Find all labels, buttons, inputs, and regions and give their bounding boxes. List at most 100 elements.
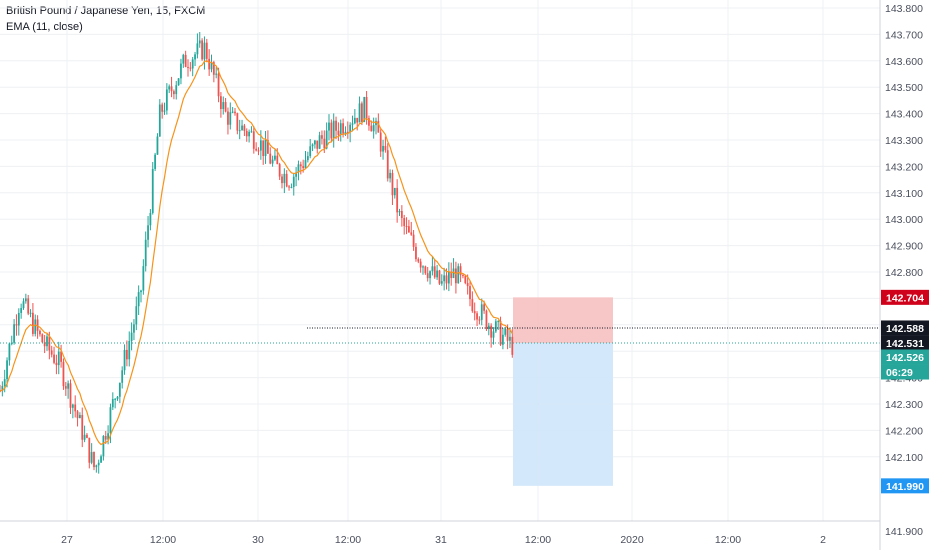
candle-body: [154, 154, 156, 169]
y-tick-label: 143.200: [885, 161, 923, 173]
candle-body: [90, 452, 93, 463]
candle-body: [17, 312, 20, 326]
candle-body: [194, 54, 196, 60]
candle-body: [412, 234, 415, 247]
target-price-badge-label: 141.990: [886, 481, 924, 493]
candle-body: [236, 113, 239, 131]
candle-body: [184, 54, 187, 67]
candle-body: [24, 298, 27, 302]
candle-body: [255, 148, 258, 151]
x-tick-label: 12:00: [525, 534, 551, 546]
candle-body: [50, 350, 53, 355]
candle-body: [321, 135, 323, 139]
candle-body: [41, 334, 44, 343]
candle-body: [43, 342, 46, 347]
candle-body: [379, 132, 382, 152]
candle-body: [346, 131, 349, 133]
candle-body: [429, 271, 431, 279]
candle-body: [111, 399, 114, 408]
candle-body: [299, 164, 302, 167]
candle-body: [107, 433, 109, 440]
candle-body: [459, 266, 462, 276]
candle-body: [257, 150, 260, 152]
candle-body: [285, 173, 288, 187]
candle-body: [180, 63, 182, 79]
candle-body: [86, 434, 88, 438]
candle-body: [445, 275, 448, 284]
candle-body: [222, 102, 225, 110]
candle-body: [466, 283, 469, 287]
candle-body: [304, 160, 307, 169]
level-price-badge: [881, 320, 929, 336]
x-tick-label: 27: [61, 534, 73, 546]
candle-body: [212, 62, 215, 75]
candle-body: [457, 266, 460, 284]
candle-body: [71, 404, 74, 408]
ema-line: [0, 60, 513, 446]
candle-body: [262, 140, 265, 156]
candle-body: [422, 266, 424, 268]
candle-body: [393, 187, 396, 196]
candle-body: [302, 166, 305, 169]
candle-body: [69, 383, 72, 408]
candle-body: [471, 299, 474, 312]
candle-body: [424, 266, 427, 274]
candle-body: [123, 349, 126, 371]
candle-body: [205, 42, 208, 59]
candle-body: [227, 111, 229, 125]
candle-body: [224, 102, 227, 112]
indicator-legend[interactable]: EMA (11, close): [6, 21, 83, 33]
candle-body: [295, 172, 297, 177]
candle-body: [487, 325, 490, 330]
candle-body: [382, 145, 384, 152]
candle-body: [356, 117, 359, 123]
candle-body: [450, 271, 453, 279]
candle-body: [316, 140, 319, 149]
candle-body: [6, 360, 8, 380]
candle-body: [483, 304, 485, 311]
stop-price-badge: [881, 289, 929, 305]
candle-body: [440, 281, 443, 284]
candle-body: [175, 85, 178, 95]
candle-body: [140, 290, 142, 293]
candle-body: [447, 271, 450, 284]
candle-body: [20, 308, 23, 313]
candle-body: [281, 176, 283, 184]
candle-body: [177, 78, 180, 86]
candle-body: [271, 159, 274, 164]
candle-body: [370, 125, 373, 132]
y-tick-label: 143.100: [885, 188, 923, 200]
y-tick-label: 143.600: [885, 56, 923, 68]
candle-body: [135, 306, 138, 325]
candle-body: [314, 140, 316, 145]
x-tick-label: 12:00: [335, 534, 361, 546]
y-tick-label: 142.300: [885, 399, 923, 411]
candle-body: [158, 104, 161, 137]
candle-body: [3, 379, 6, 387]
candle-body: [511, 336, 514, 355]
candle-body: [509, 336, 511, 341]
take-profit-zone[interactable]: [513, 343, 613, 486]
y-tick-label: 143.500: [885, 82, 923, 94]
y-tick-label: 143.800: [885, 3, 923, 15]
x-tick-label: 31: [435, 534, 447, 546]
candle-body: [241, 125, 243, 131]
candle-body: [208, 58, 211, 70]
candle-body: [353, 117, 356, 124]
candle-body: [79, 415, 81, 419]
candle-body: [278, 164, 281, 177]
y-tick-label: 142.800: [885, 267, 923, 279]
candle-body: [325, 130, 328, 149]
candle-body: [29, 312, 32, 314]
candle-body: [506, 328, 509, 341]
candle-body: [62, 361, 65, 387]
stop-loss-zone[interactable]: [513, 297, 613, 344]
candle-body: [93, 452, 95, 468]
candle-body: [147, 225, 149, 240]
candle-body: [104, 436, 107, 440]
candle-body: [198, 40, 201, 44]
candle-body: [330, 122, 333, 139]
candle-body: [173, 91, 175, 95]
candle-body: [118, 382, 121, 397]
